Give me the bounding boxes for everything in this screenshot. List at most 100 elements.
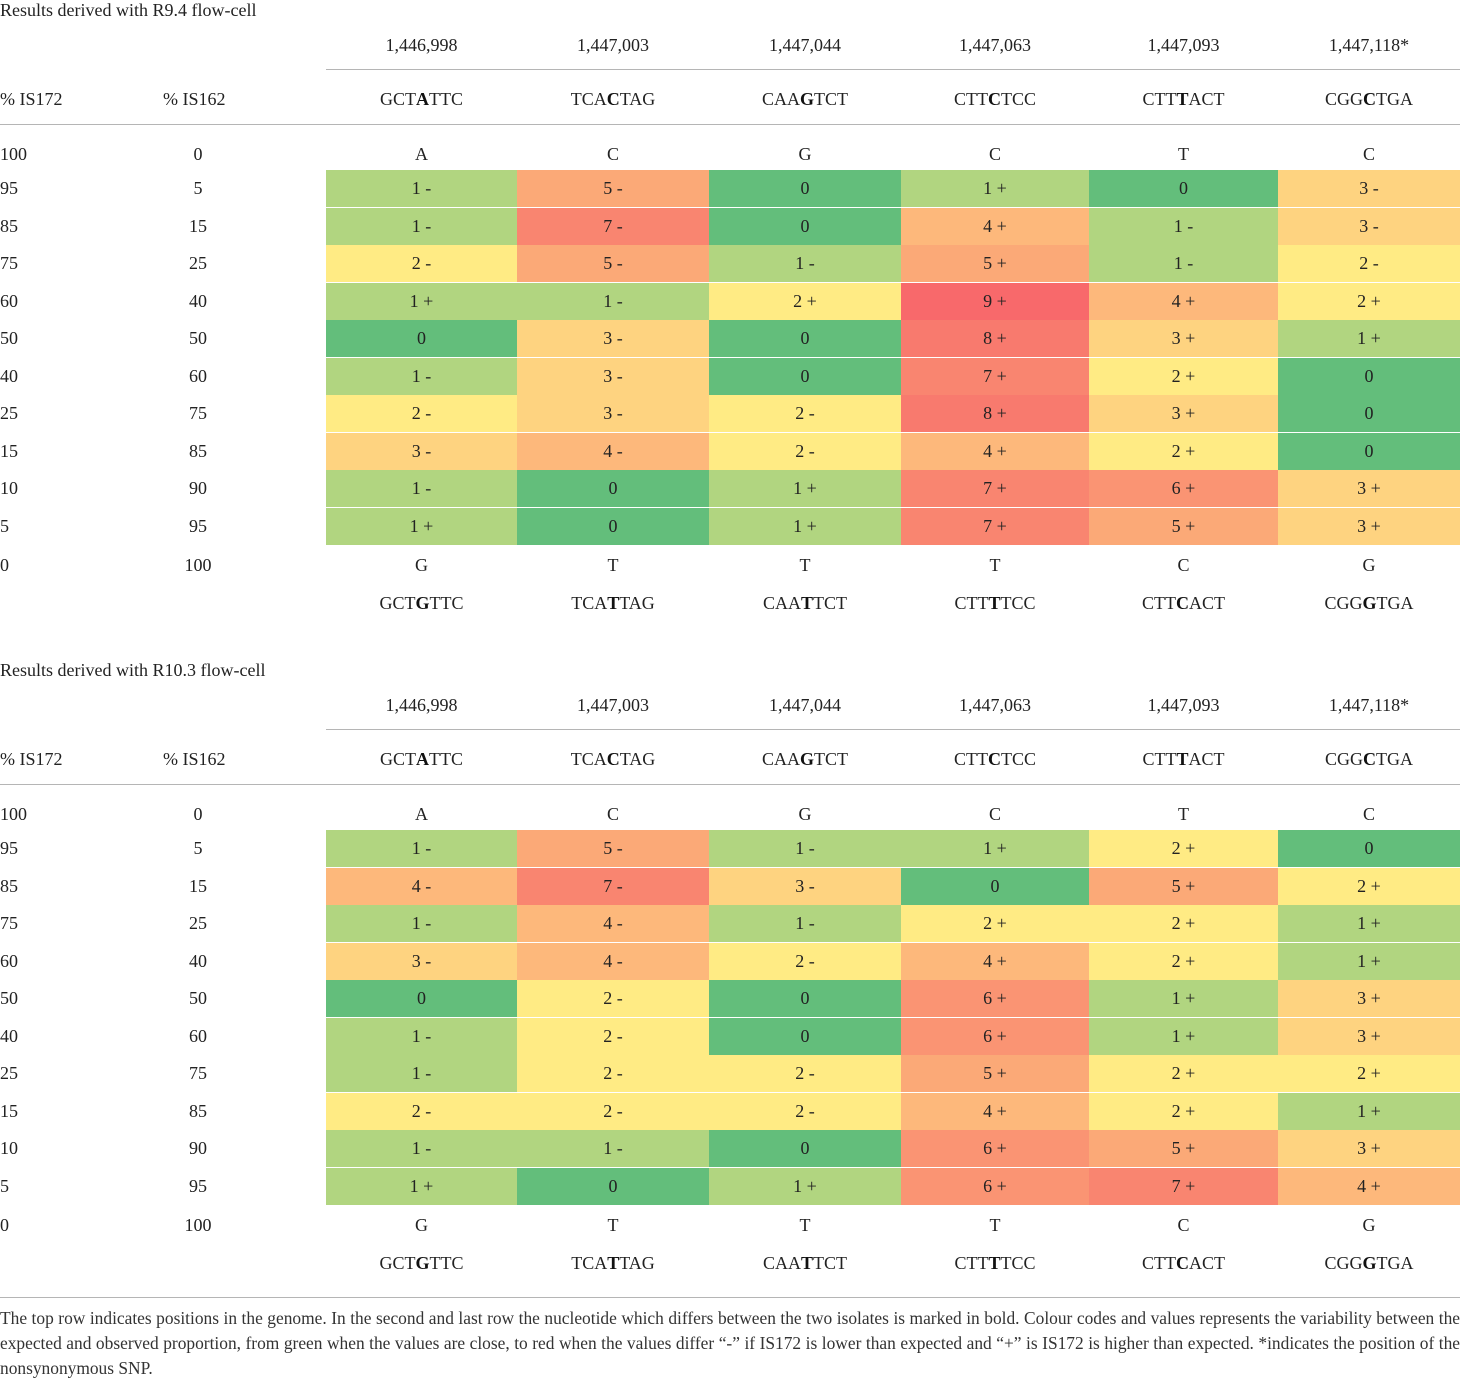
heat-cell: 4 + — [1089, 282, 1278, 320]
nucleotide: A — [415, 144, 428, 164]
heat-cell: 2 + — [1278, 867, 1460, 905]
heat-cell: 6 + — [901, 1017, 1089, 1055]
heat-cell: 1 + — [1278, 320, 1460, 357]
heat-cell: 7 + — [901, 357, 1089, 395]
heat-cell: 1 - — [326, 905, 517, 942]
is172-value: 40 — [0, 1025, 18, 1046]
is162-header: % IS162 — [163, 89, 226, 109]
heat-cell: 0 — [1278, 830, 1460, 867]
heat-cell: 1 - — [326, 1017, 517, 1055]
heat-cell: 3 - — [326, 432, 517, 470]
heat-cell: 4 - — [517, 905, 709, 942]
heat-cell: 1 + — [709, 470, 901, 507]
heat-cell: 1 + — [709, 507, 901, 545]
heat-cell: 2 - — [709, 1055, 901, 1092]
bottom-sequence: CAATTCT — [762, 1253, 848, 1273]
genome-position: 1,446,998 — [385, 35, 458, 55]
heat-cell: 4 - — [517, 432, 709, 470]
heat-cell: 6 + — [1089, 470, 1278, 507]
heat-cell: 0 — [326, 980, 517, 1017]
heat-cell: 1 + — [326, 282, 517, 320]
is172-value: 15 — [0, 440, 18, 461]
heat-cell: 2 + — [1089, 830, 1278, 867]
heat-cell: 2 - — [517, 1055, 709, 1092]
heat-cell: 2 + — [1089, 357, 1278, 395]
heat-cell: 4 + — [901, 942, 1089, 980]
genome-position: 1,447,003 — [577, 35, 649, 55]
heat-cell: 1 + — [1278, 1092, 1460, 1130]
heat-cell: 3 - — [326, 942, 517, 980]
heat-cell: 1 + — [1089, 1017, 1278, 1055]
sequence-header-row: % IS172 % IS162 GCTATTC TCACTAG CAAGTCT CTTCT… — [0, 741, 1460, 778]
heat-cell: 0 — [326, 320, 517, 357]
is172-value: 25 — [0, 1063, 18, 1083]
heat-cell: 5 + — [1089, 867, 1278, 905]
bottom-sequence-row: GCTGTTC TCATTAG CAATTCT CTTTTCC CTTCACT CGGGT… — [0, 1245, 1460, 1282]
is172-value: 60 — [0, 290, 18, 311]
position-header-row: 1,446,998 1,447,003 1,447,044 1,447,063 1,44… — [0, 27, 1460, 64]
heat-cell: 0 — [517, 507, 709, 545]
heat-cell: 1 + — [901, 830, 1089, 867]
heat-cell: 1 - — [326, 207, 517, 245]
is162-header: % IS162 — [163, 749, 226, 769]
is172-value: 5 — [0, 515, 9, 536]
position-header-row: 1,446,998 1,447,003 1,447,044 1,447,063 1,44… — [0, 687, 1460, 724]
heat-cell: 1 + — [901, 170, 1089, 207]
heat-cell: 1 - — [1089, 245, 1278, 282]
bottom-sequence: GCTGTTC — [379, 1253, 464, 1273]
heat-cell: 8 + — [901, 395, 1089, 432]
heat-cell: 2 - — [326, 245, 517, 282]
pure-is172-row: 100 0 A C G C T C — [0, 136, 1460, 173]
genome-position: 1,447,118* — [1328, 35, 1410, 55]
heat-cell: 5 + — [901, 1055, 1089, 1092]
heat-cell: 0 — [709, 207, 901, 245]
is172-value: 0 — [0, 1215, 9, 1235]
is162-value: 100 — [184, 1215, 212, 1235]
heat-cell: 1 - — [326, 470, 517, 507]
heat-cell: 6 + — [901, 1167, 1089, 1205]
nucleotide: T — [989, 555, 1001, 575]
heat-cell: 1 + — [326, 507, 517, 545]
heat-cell: 5 + — [901, 245, 1089, 282]
is172-value: 85 — [0, 215, 18, 236]
genome-position: 1,447,118* — [1328, 695, 1410, 715]
bottom-sequence: CTTCACT — [1142, 593, 1225, 613]
heat-cell: 1 - — [326, 170, 517, 207]
bottom-sequence: GCTGTTC — [379, 593, 464, 613]
is162-value: 5 — [193, 178, 203, 198]
heat-cell: 3 + — [1278, 1130, 1460, 1167]
heat-cell: 3 + — [1278, 1017, 1460, 1055]
genome-position: 1,447,093 — [1147, 35, 1220, 55]
bottom-sequence: CAATTCT — [762, 593, 848, 613]
heat-cell: 2 + — [1089, 942, 1278, 980]
table-row: 95 5 1 -5 -1 -1 +2 +0 — [0, 830, 1460, 867]
bottom-sequence: CGGGTGA — [1324, 1253, 1414, 1273]
genome-position: 1,447,093 — [1147, 695, 1220, 715]
is162-value: 50 — [189, 988, 207, 1008]
is162-value: 85 — [189, 440, 207, 461]
nucleotide: G — [415, 555, 428, 575]
genome-position: 1,447,044 — [769, 35, 841, 55]
is172-value: 25 — [0, 403, 18, 423]
heat-cell: 2 - — [1278, 245, 1460, 282]
table-row: 75 25 2 -5 -1 -5 +1 -2 - — [0, 245, 1460, 282]
heat-cell: 0 — [709, 170, 901, 207]
bottom-sequence: CTTTTCC — [954, 1253, 1036, 1273]
nucleotide: T — [989, 1215, 1001, 1235]
heat-cell: 3 - — [517, 395, 709, 432]
heat-cell: 7 + — [901, 507, 1089, 545]
heat-cell: 6 + — [901, 1130, 1089, 1167]
pure-is162-row: 0 100 G T T T C G — [0, 547, 1460, 584]
heat-cell: 4 + — [901, 1092, 1089, 1130]
heat-cell: 2 - — [709, 1092, 901, 1130]
is172-value: 50 — [0, 988, 18, 1008]
heat-cell: 0 — [709, 980, 901, 1017]
is162-value: 40 — [189, 950, 207, 971]
heat-cell: 2 + — [1089, 1055, 1278, 1092]
